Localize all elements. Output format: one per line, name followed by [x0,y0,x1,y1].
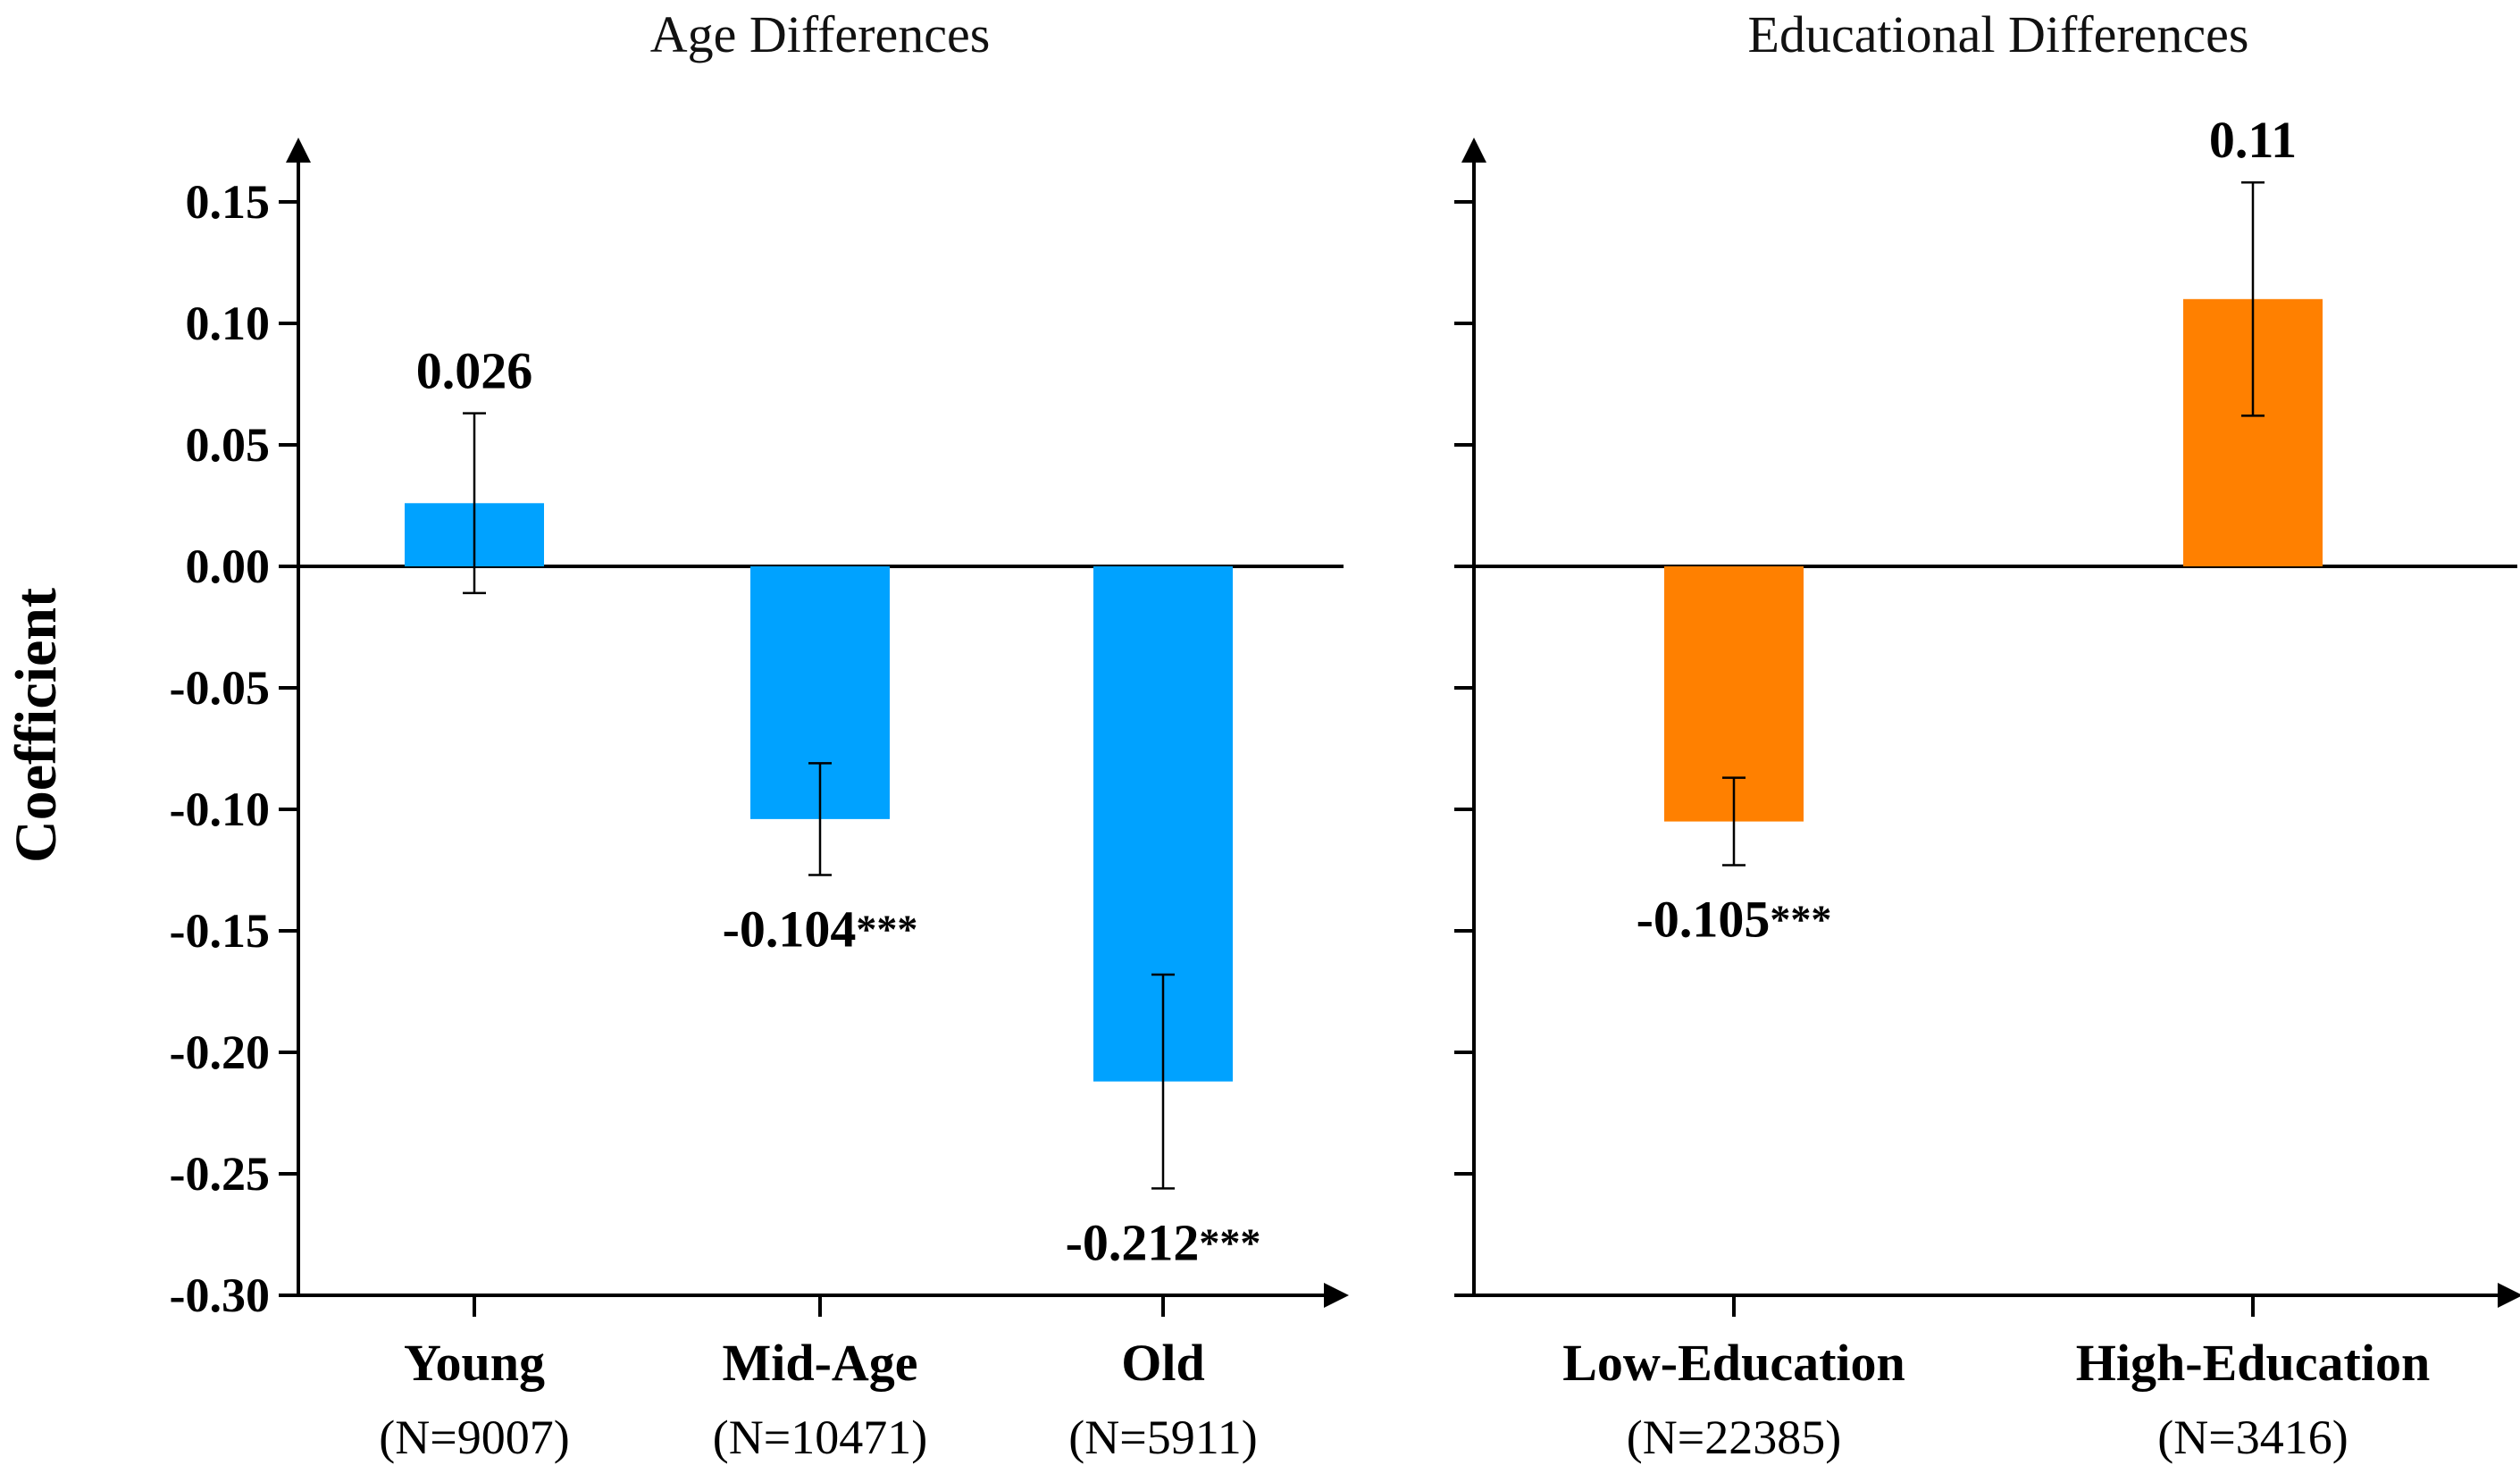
value-label-old: -0.212*** [1066,1213,1261,1271]
y-tick-label: 0.05 [186,418,271,472]
sample-size-high-education: (N=3416) [2157,1411,2348,1464]
y-tick-label: -0.30 [170,1268,270,1322]
y-tick-label: -0.05 [170,661,270,715]
sample-size-mid-age: (N=10471) [713,1411,927,1464]
y-axis-label: Coefficient [4,588,69,863]
sample-size-young: (N=9007) [379,1411,569,1464]
y-tick-label: 0.00 [186,540,271,593]
panel-title-age: Age Differences [650,5,991,63]
sample-size-low-education: (N=22385) [1627,1411,1841,1464]
category-label-old: Old [1121,1334,1205,1392]
y-tick-label: -0.10 [170,783,270,836]
value-label-mid-age: -0.104*** [723,900,918,958]
category-label-young: Young [404,1334,545,1392]
sample-size-old: (N=5911) [1068,1411,1257,1464]
category-label-mid-age: Mid-Age [722,1334,917,1392]
y-tick-label: 0.10 [186,297,271,350]
panel-age-differences: 0.15 0.10 0.05 0.00 -0.05 -0.10 -0.15 -0.20 -0.2… [170,138,1349,1464]
panel-title-education: Educational Differences [1748,5,2249,63]
value-label-high-education: 0.11 [2209,111,2297,169]
y-tick-label: -0.15 [170,904,270,958]
y-tick-label: -0.20 [170,1026,270,1079]
y-tick-label: 0.15 [186,175,271,229]
y-tick-label: -0.25 [170,1147,270,1201]
category-label-high-education: High-Education [2076,1334,2430,1392]
panel-educational-differences: -0.105*** Low-Education (N=22385) 0.11 High-… [1454,111,2520,1464]
value-label-low-education: -0.105*** [1637,891,1832,949]
value-label-young: 0.026 [416,342,533,400]
category-label-low-education: Low-Education [1562,1334,1905,1392]
